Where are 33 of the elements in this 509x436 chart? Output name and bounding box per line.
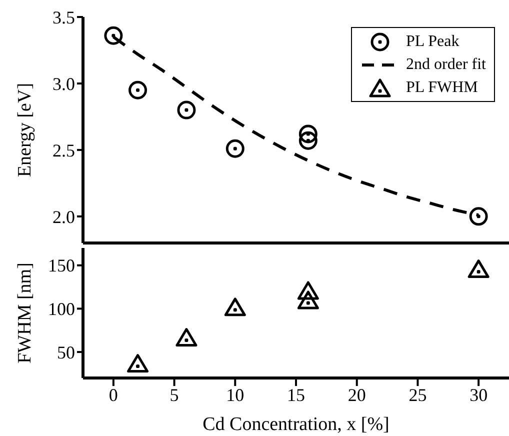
- legend-label: PL Peak: [406, 32, 460, 50]
- point: [104, 26, 123, 45]
- x-tick-label: 5: [170, 384, 179, 405]
- point: [177, 100, 196, 120]
- y-tick-label: 2.0: [52, 206, 75, 227]
- point: [298, 124, 318, 144]
- x-tick-label: 0: [108, 384, 118, 405]
- legend-label: PL FWHM: [406, 78, 478, 96]
- x-tick-label: 15: [287, 384, 305, 405]
- point: [468, 260, 490, 278]
- x-tick-label: 20: [348, 384, 366, 405]
- x-axis-title: Cd Concentration, x [%]: [202, 414, 390, 435]
- y-tick-label: 100: [48, 299, 75, 320]
- point: [224, 298, 246, 316]
- x-tick-label: 25: [408, 384, 427, 405]
- y-tick-label: 150: [48, 256, 75, 276]
- point: [297, 281, 319, 300]
- x-tick-label: 30: [470, 384, 488, 405]
- point: [127, 354, 149, 373]
- point: [226, 139, 244, 158]
- point: [176, 328, 198, 347]
- point: [128, 80, 148, 100]
- point: [469, 207, 488, 226]
- x-tick-label: 10: [226, 384, 244, 405]
- y-tick-label: 3.0: [52, 74, 75, 94]
- y-tick-label: 2.5: [52, 140, 75, 160]
- point: [298, 131, 318, 150]
- legend-label: 2nd order fit: [406, 56, 486, 74]
- y-tick-label: 50: [57, 342, 75, 362]
- y-tick-label: 3.5: [52, 7, 75, 28]
- y-axis-title: FWHM [nm]: [14, 262, 36, 364]
- point: [297, 290, 319, 310]
- y-axis-title: Energy [eV]: [14, 82, 36, 178]
